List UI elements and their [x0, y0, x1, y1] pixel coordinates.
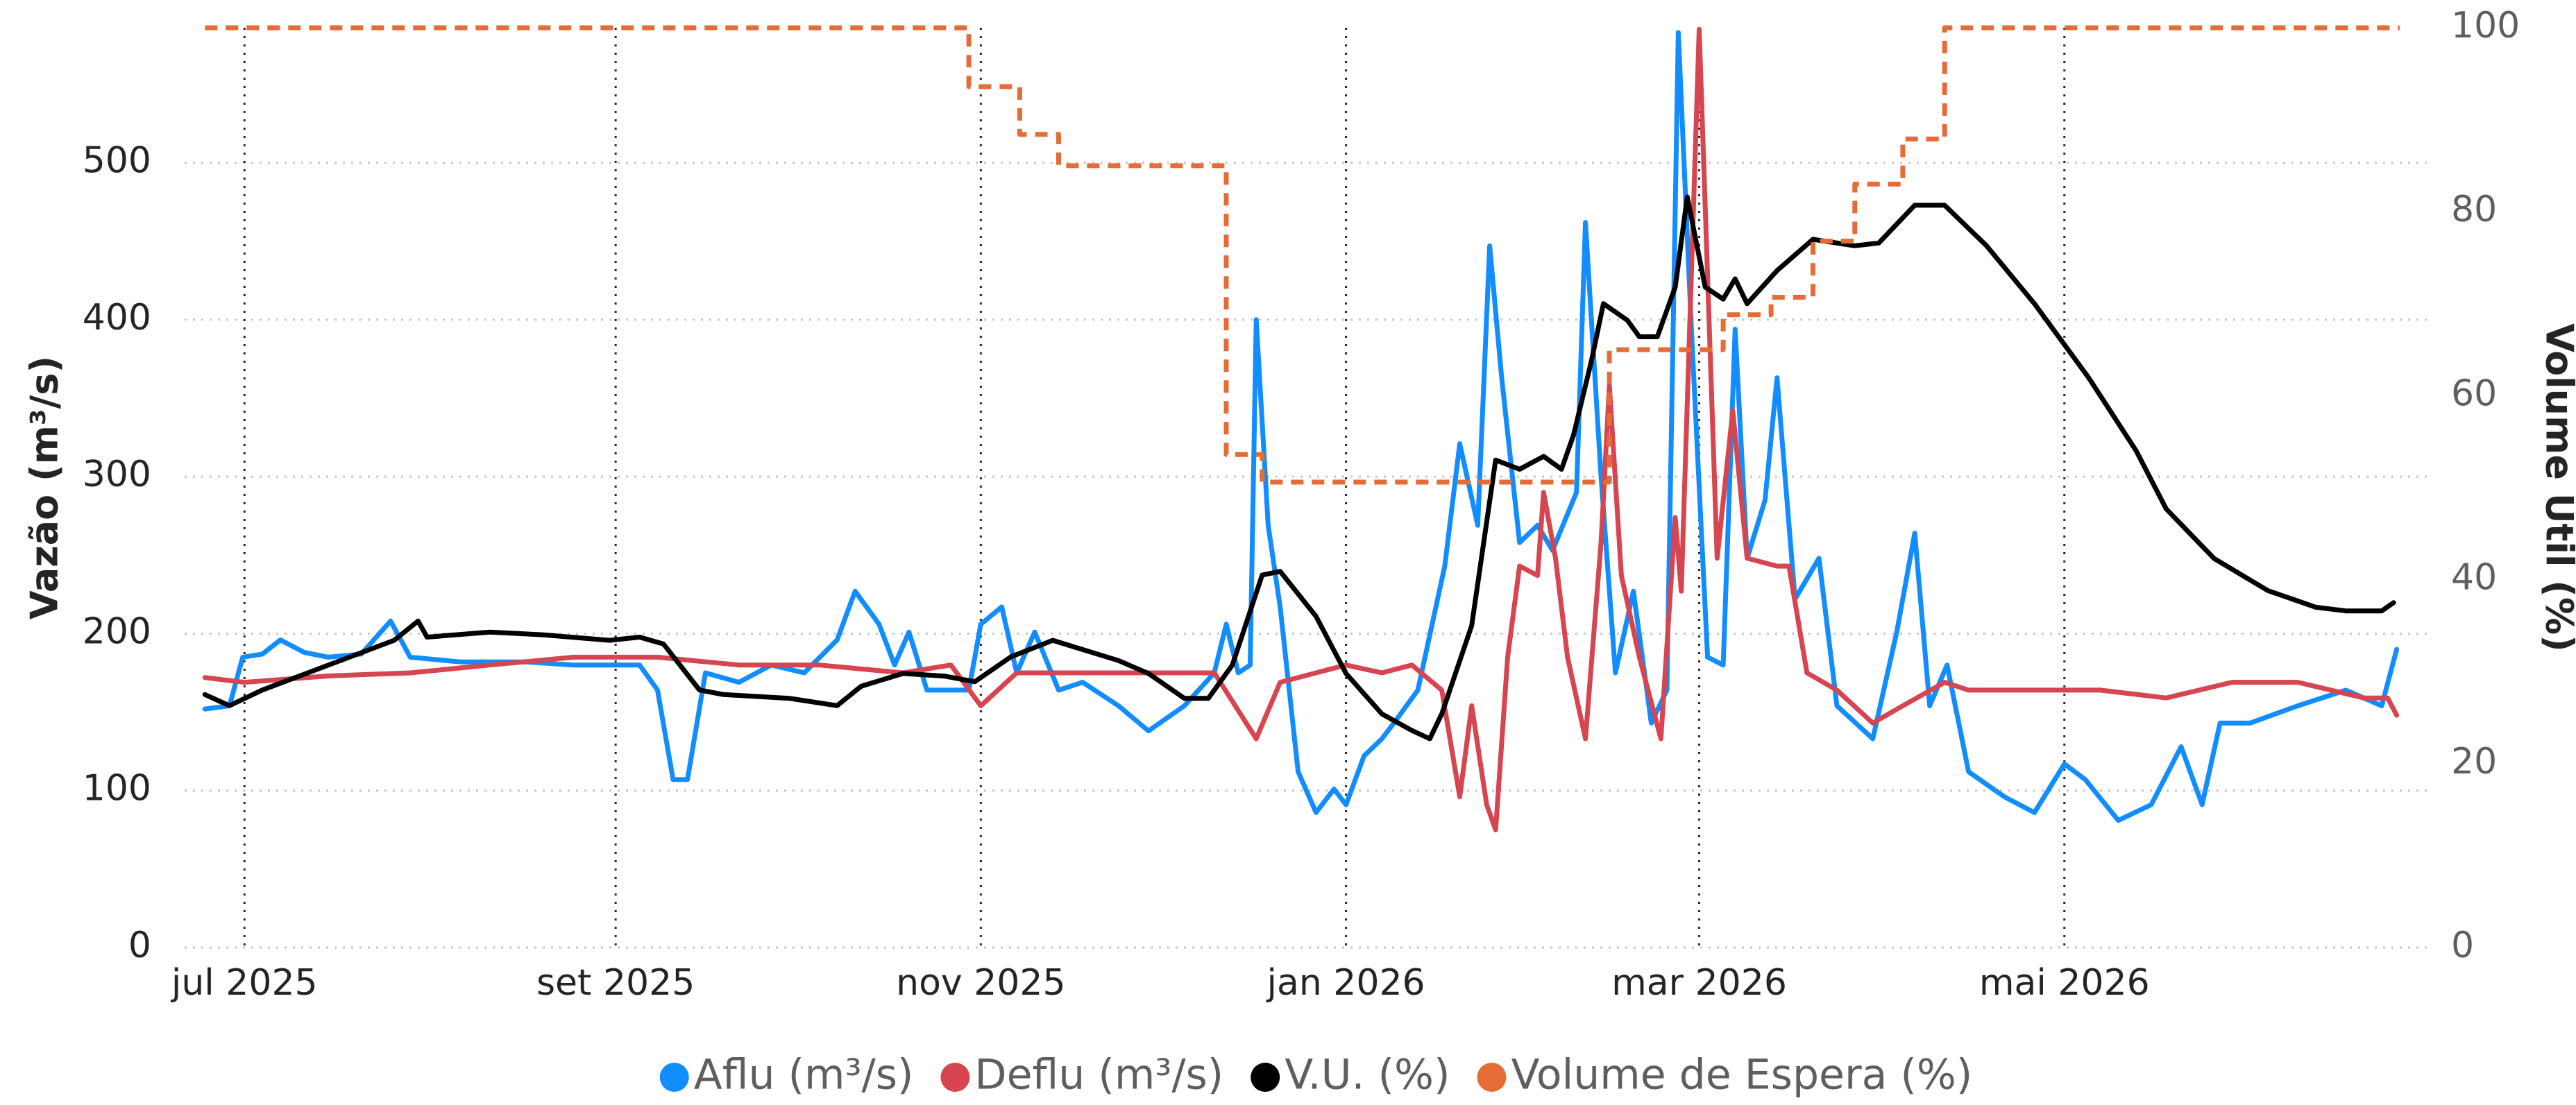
x-tick-label: jul 2025: [171, 962, 318, 1004]
series-line: [205, 25, 2400, 485]
x-tick-label: mar 2026: [1611, 962, 1787, 1004]
y-tick-label: 500: [83, 140, 151, 182]
series-line: [202, 26, 2400, 832]
legend-marker: [1251, 1063, 1280, 1092]
y2-tick-label: 20: [2451, 741, 2497, 782]
legend-item: Aflu (m³/s): [659, 1051, 914, 1099]
legend-item: Deflu (m³/s): [940, 1051, 1223, 1099]
legend-label: Deflu (m³/s): [974, 1051, 1223, 1099]
y2-tick-label: 80: [2451, 189, 2497, 230]
x-tick-label: nov 2025: [896, 962, 1065, 1004]
legend-marker: [1477, 1063, 1507, 1092]
legend-item: Volume de Espera (%): [1477, 1051, 1973, 1099]
x-tick-label: jan 2026: [1266, 962, 1425, 1004]
y-axis-title: Vazão (m³/s): [23, 356, 67, 619]
x-tick-label: set 2025: [536, 962, 695, 1004]
y2-axis-title: Volume Útil (%): [2537, 323, 2576, 652]
x-tick-label: mai 2026: [1979, 962, 2150, 1004]
legend-marker: [940, 1063, 970, 1092]
legend-item: V.U. (%): [1251, 1051, 1450, 1099]
legend-label: Aflu (m³/s): [694, 1051, 914, 1099]
y2-tick-label: 60: [2451, 372, 2497, 414]
y-tick-label: 100: [83, 768, 151, 810]
y2-tick-label: 40: [2451, 557, 2497, 599]
y-tick-label: 300: [83, 454, 151, 495]
y-tick-label: 400: [83, 297, 151, 339]
y2-tick-label: 100: [2451, 5, 2520, 46]
series-line: [202, 194, 2396, 742]
series-line: [202, 30, 2400, 823]
legend-label: Volume de Espera (%): [1511, 1051, 1973, 1099]
legend: Aflu (m³/s) Deflu (m³/s) V.U. (%) Volume de…: [659, 1051, 1973, 1099]
y-tick-label: 0: [128, 925, 151, 966]
legend-marker: [659, 1063, 689, 1092]
y-tick-label: 200: [83, 610, 151, 652]
legend-label: V.U. (%): [1285, 1051, 1450, 1099]
y2-tick-label: 0: [2451, 925, 2474, 966]
